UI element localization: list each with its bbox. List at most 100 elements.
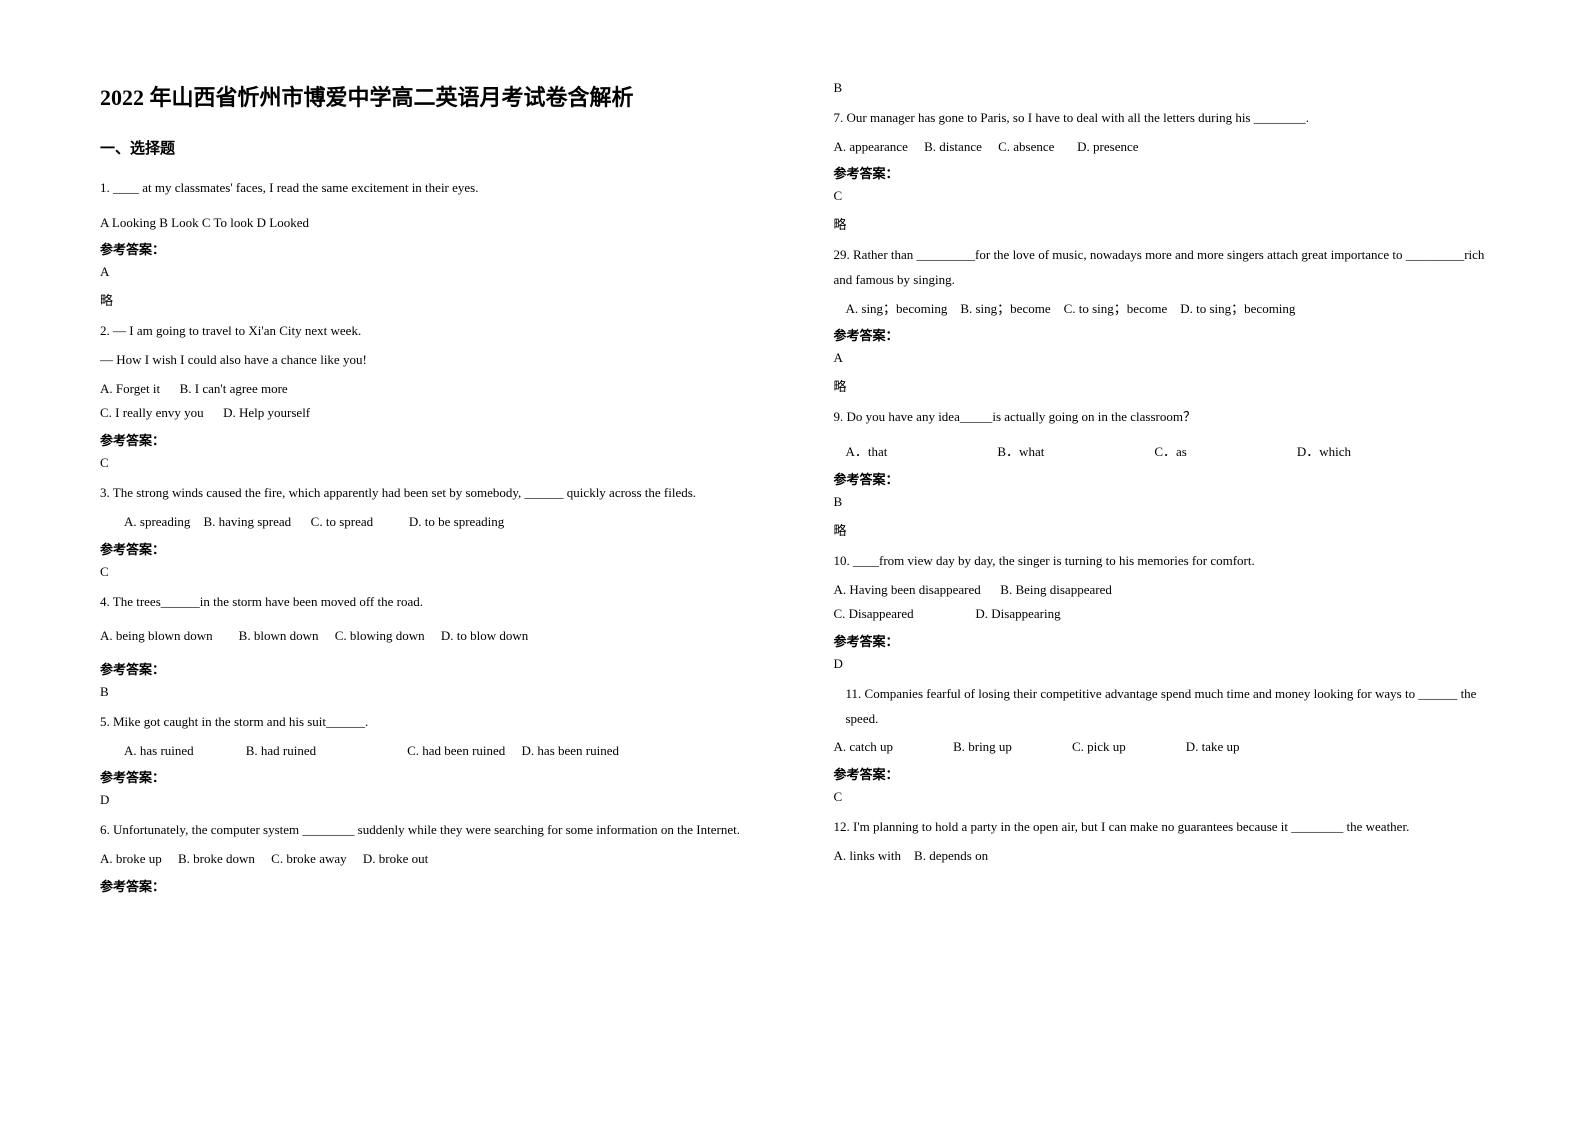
- q7-text: 7. Our manager has gone to Paris, so I h…: [834, 106, 1488, 131]
- answer-label: 参考答案：: [834, 325, 1488, 344]
- q6-opt-d: D. broke out: [363, 851, 428, 866]
- q3-answer: C: [100, 564, 754, 580]
- q11-text: 11. Companies fearful of losing their co…: [834, 682, 1488, 731]
- left-column: 2022 年山西省忻州市博爱中学高二英语月考试卷含解析 一、选择题 1. ___…: [100, 80, 754, 1082]
- q12-opt-a: A. links with: [834, 848, 902, 863]
- q2-opt-d: D. Help yourself: [223, 405, 310, 420]
- q5-opt-a: A. has ruined: [124, 743, 194, 758]
- q5-text: 5. Mike got caught in the storm and his …: [100, 710, 754, 735]
- q10-opt-c: C. Disappeared: [834, 606, 914, 621]
- q4-answer: B: [100, 684, 754, 700]
- q4-opt-a: A. being blown down: [100, 628, 213, 643]
- answer-label: 参考答案：: [834, 163, 1488, 182]
- q29-answer: A: [834, 350, 1488, 366]
- q9-opt-d: D．which: [1297, 440, 1351, 465]
- q9-text: 9. Do you have any idea_____is actually …: [834, 405, 1488, 430]
- q11-opt-d: D. take up: [1186, 735, 1240, 760]
- answer-label: 参考答案：: [100, 239, 754, 258]
- q7-opt-c: C. absence: [998, 139, 1054, 154]
- right-column: B 7. Our manager has gone to Paris, so I…: [834, 80, 1488, 1082]
- answer-label: 参考答案：: [100, 430, 754, 449]
- q29-text: 29. Rather than _________for the love of…: [834, 243, 1488, 292]
- q7-opt-b: B. distance: [924, 139, 982, 154]
- q7-options: A. appearance B. distance C. absence D. …: [834, 135, 1488, 160]
- q2-opt-b: B. I can't agree more: [180, 381, 288, 396]
- q10-opt-a: A. Having been disappeared: [834, 582, 981, 597]
- q12-options: A. links with B. depends on: [834, 844, 1488, 869]
- answer-label: 参考答案：: [100, 539, 754, 558]
- q12-text: 12. I'm planning to hold a party in the …: [834, 815, 1488, 840]
- skip-text: 略: [100, 290, 754, 309]
- q2-options-row2: C. I really envy you D. Help yourself: [100, 401, 754, 426]
- section-header: 一、选择题: [100, 137, 754, 158]
- q9-options: A．that B．what C．as D．which: [834, 440, 1488, 465]
- q6-opt-c: C. broke away: [271, 851, 346, 866]
- q2-line1: 2. — I am going to travel to Xi'an City …: [100, 319, 754, 344]
- skip-text: 略: [834, 376, 1488, 395]
- q10-options-row1: A. Having been disappeared B. Being disa…: [834, 578, 1488, 603]
- q11-options: A. catch up B. bring up C. pick up D. ta…: [834, 735, 1488, 760]
- q10-opt-d: D. Disappearing: [975, 606, 1060, 621]
- skip-text: 略: [834, 520, 1488, 539]
- q3-opt-a: A. spreading: [124, 514, 190, 529]
- q3-options: A. spreading B. having spread C. to spre…: [100, 510, 754, 535]
- q1-text: 1. ____ at my classmates' faces, I read …: [100, 176, 754, 201]
- skip-text: 略: [834, 214, 1488, 233]
- q6-options: A. broke up B. broke down C. broke away …: [100, 847, 754, 872]
- answer-label: 参考答案：: [100, 876, 754, 895]
- q7-answer: C: [834, 188, 1488, 204]
- q29-opt-c: C. to sing；become: [1064, 301, 1168, 316]
- q7-opt-a: A. appearance: [834, 139, 908, 154]
- q5-opt-b: B. had ruined: [246, 743, 316, 758]
- q10-answer: D: [834, 656, 1488, 672]
- q11-opt-c: C. pick up: [1072, 735, 1126, 760]
- q5-opt-d: D. has been ruined: [522, 743, 619, 758]
- q11-opt-b: B. bring up: [953, 735, 1012, 760]
- q1-answer: A: [100, 264, 754, 280]
- q10-text: 10. ____from view day by day, the singer…: [834, 549, 1488, 574]
- q10-opt-b: B. Being disappeared: [1000, 582, 1112, 597]
- prev-answer: B: [834, 80, 1488, 96]
- q5-answer: D: [100, 792, 754, 808]
- q3-opt-c: C. to spread: [311, 514, 373, 529]
- q4-text: 4. The trees______in the storm have been…: [100, 590, 754, 615]
- q4-opt-c: C. blowing down: [335, 628, 425, 643]
- q29-opt-d: D. to sing；becoming: [1180, 301, 1295, 316]
- q12-opt-b: B. depends on: [914, 848, 988, 863]
- q2-opt-a: A. Forget it: [100, 381, 160, 396]
- q4-options: A. being blown down B. blown down C. blo…: [100, 624, 754, 649]
- q29-opt-a: A. sing；becoming: [846, 301, 948, 316]
- answer-label: 参考答案：: [834, 764, 1488, 783]
- q2-line2: — How I wish I could also have a chance …: [100, 348, 754, 373]
- q3-opt-d: D. to be spreading: [409, 514, 504, 529]
- page-container: 2022 年山西省忻州市博爱中学高二英语月考试卷含解析 一、选择题 1. ___…: [100, 80, 1487, 1082]
- q29-opt-b: B. sing；become: [960, 301, 1050, 316]
- q6-opt-a: A. broke up: [100, 851, 162, 866]
- q5-options: A. has ruined B. had ruined C. had been …: [100, 739, 754, 764]
- answer-label: 参考答案：: [100, 659, 754, 678]
- exam-title: 2022 年山西省忻州市博爱中学高二英语月考试卷含解析: [100, 80, 754, 112]
- q2-options-row1: A. Forget it B. I can't agree more: [100, 377, 754, 402]
- q2-answer: C: [100, 455, 754, 471]
- q6-text: 6. Unfortunately, the computer system __…: [100, 818, 754, 843]
- q7-opt-d: D. presence: [1077, 139, 1138, 154]
- q6-opt-b: B. broke down: [178, 851, 255, 866]
- answer-label: 参考答案：: [834, 469, 1488, 488]
- q2-opt-c: C. I really envy you: [100, 405, 204, 420]
- q11-answer: C: [834, 789, 1488, 805]
- q29-options: A. sing；becoming B. sing；become C. to si…: [834, 297, 1488, 322]
- q5-opt-c: C. had been ruined: [407, 743, 505, 758]
- answer-label: 参考答案：: [834, 631, 1488, 650]
- q1-options: A Looking B Look C To look D Looked: [100, 211, 754, 236]
- q9-answer: B: [834, 494, 1488, 510]
- answer-label: 参考答案：: [100, 767, 754, 786]
- q4-opt-d: D. to blow down: [441, 628, 528, 643]
- q3-text: 3. The strong winds caused the fire, whi…: [100, 481, 754, 506]
- q9-opt-b: B．what: [997, 440, 1044, 465]
- q4-opt-b: B. blown down: [239, 628, 319, 643]
- q10-options-row2: C. Disappeared D. Disappearing: [834, 602, 1488, 627]
- q9-opt-a: A．that: [846, 440, 888, 465]
- q9-opt-c: C．as: [1154, 440, 1187, 465]
- q11-opt-a: A. catch up: [834, 735, 894, 760]
- q3-opt-b: B. having spread: [203, 514, 291, 529]
